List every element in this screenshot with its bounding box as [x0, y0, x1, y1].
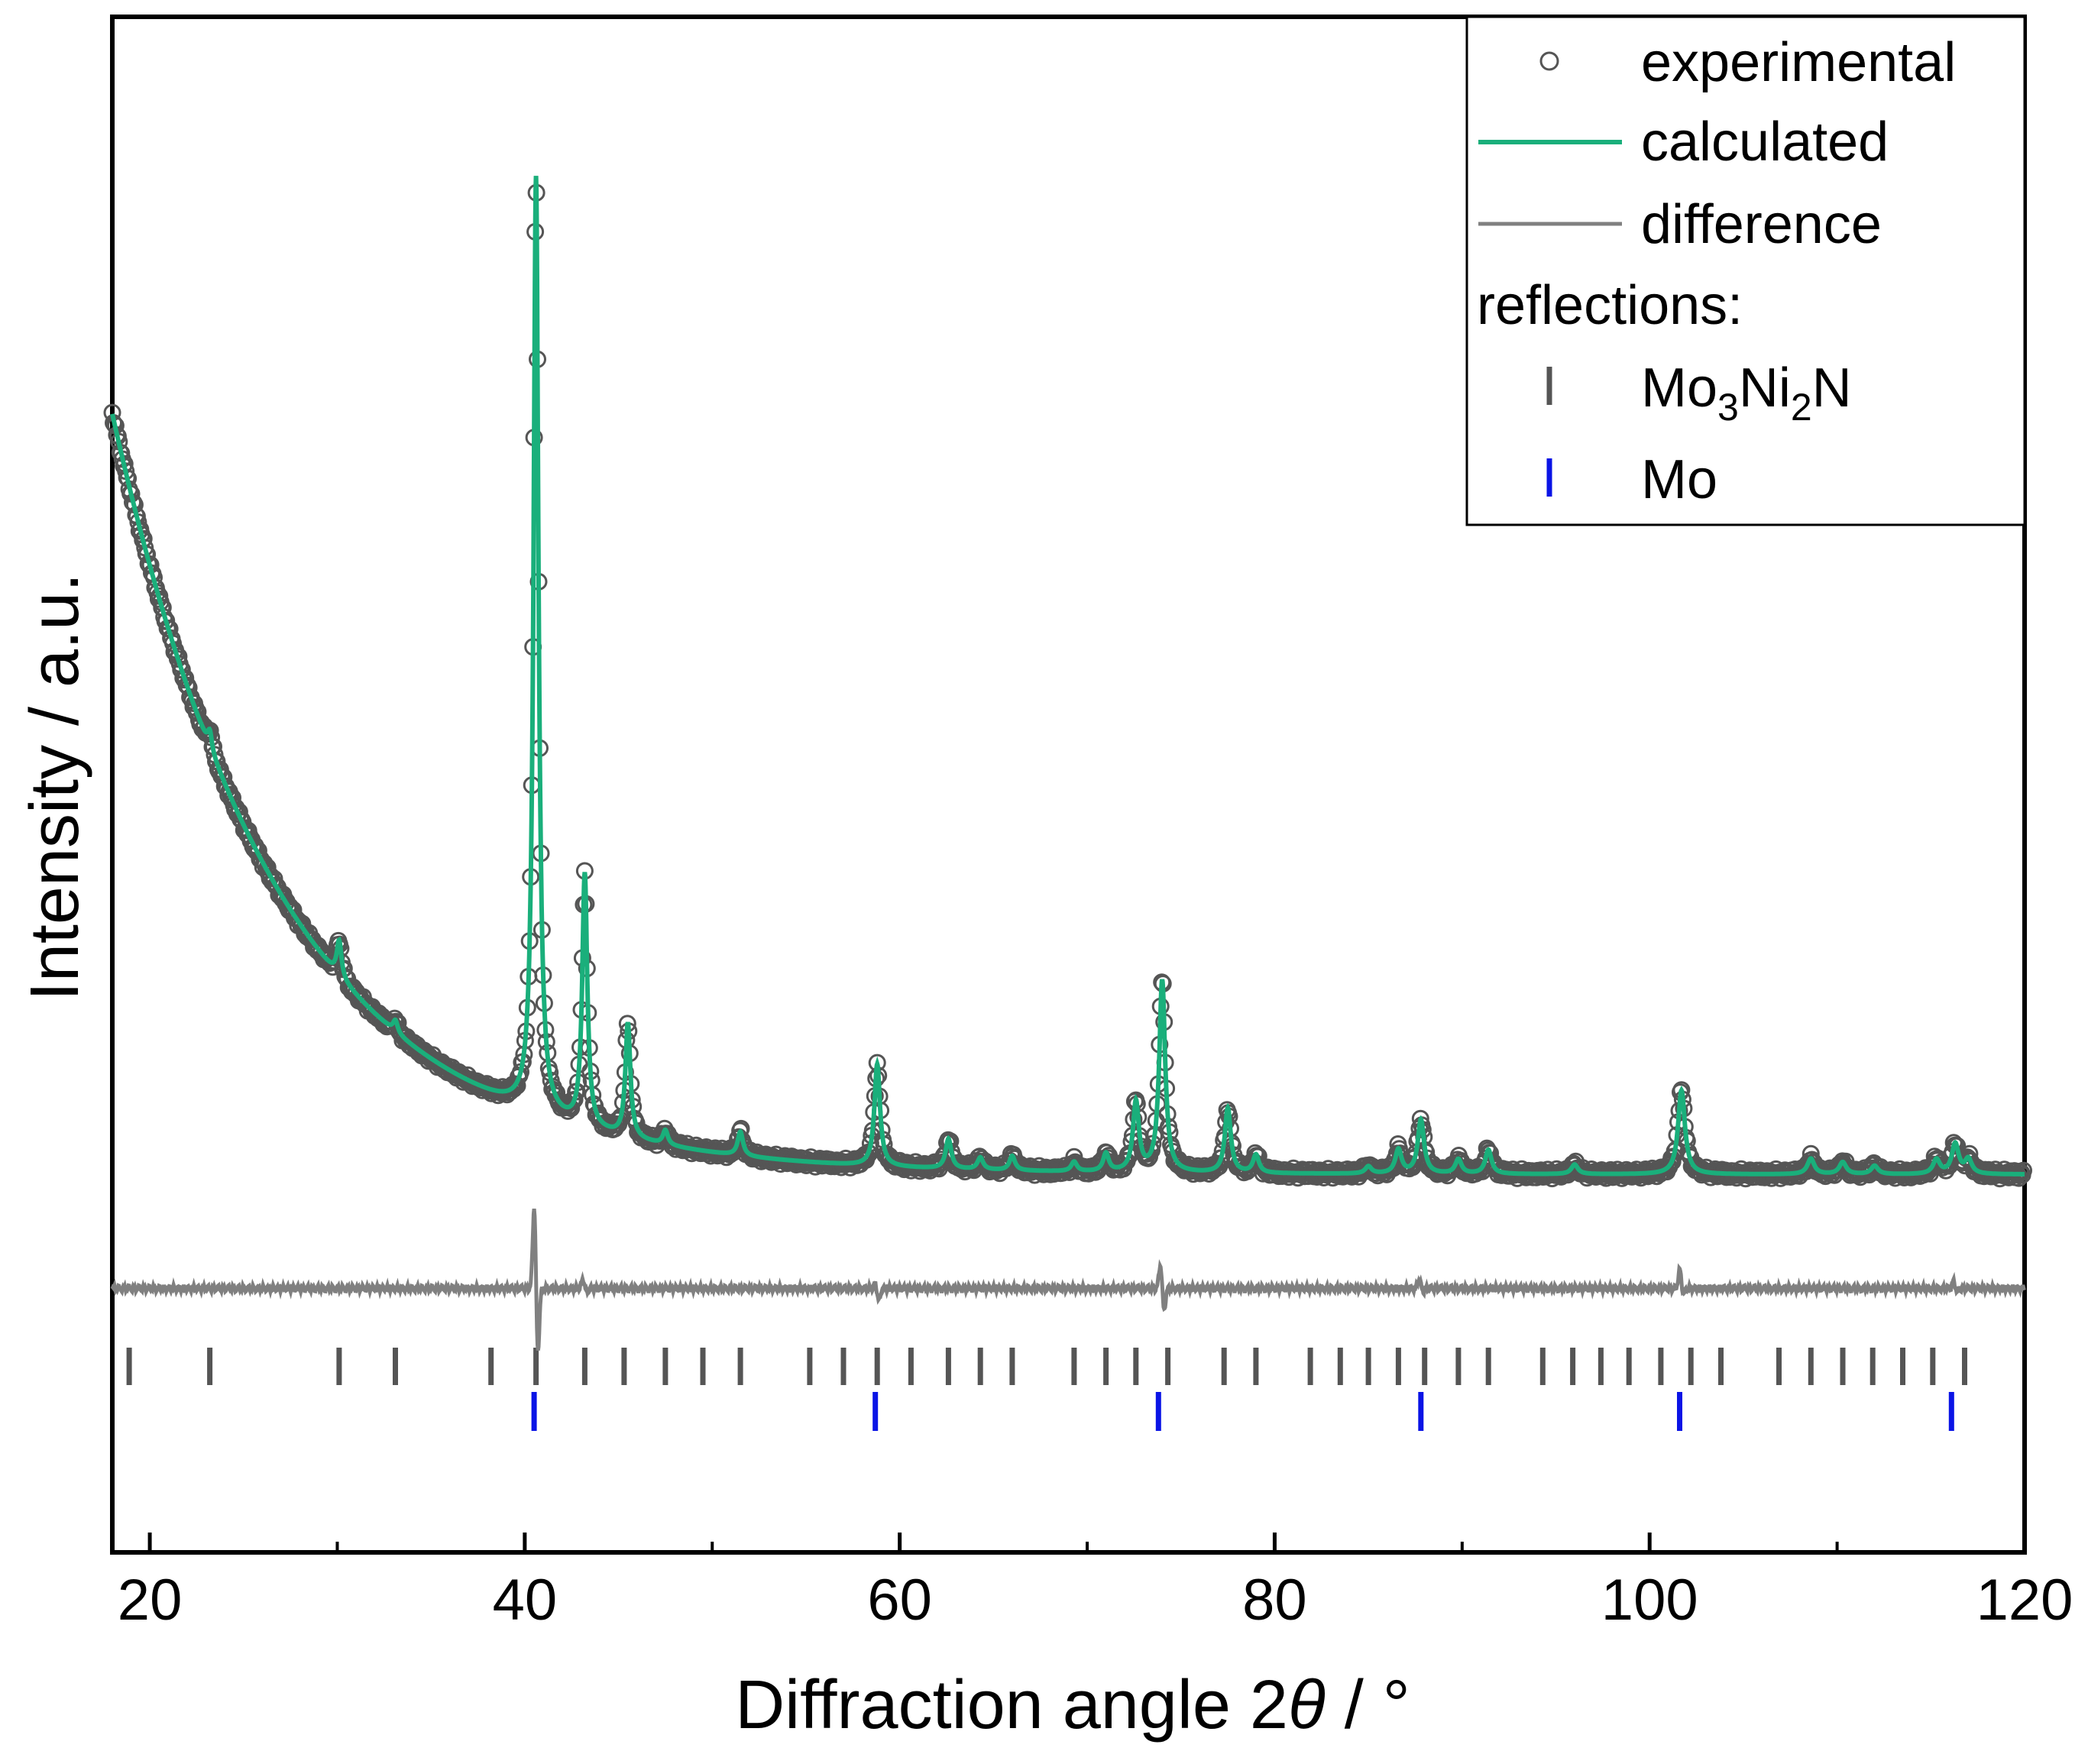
plot-frame	[110, 15, 2027, 1555]
legend-box	[1465, 15, 2026, 526]
reflections-mo-ticks	[531, 1392, 1954, 1431]
x-tick-label: 60	[867, 1568, 932, 1633]
x-axis-tick-labels: 20 40 60 80 100 120	[118, 1568, 2073, 1633]
legend-experimental-marker	[1539, 51, 1559, 71]
x-tick-label: 80	[1242, 1568, 1307, 1633]
calculated-curve	[110, 176, 2025, 1177]
difference-curve	[110, 1208, 2026, 1351]
experimental-points	[103, 183, 2032, 1188]
legend-experimental-label: experimental	[1641, 32, 1956, 93]
legend-difference-label: difference	[1641, 194, 1882, 255]
legend-reflections-header: reflections:	[1477, 275, 1743, 336]
legend-calculated-label: calculated	[1641, 112, 1889, 173]
legend-mo-label: Mo	[1641, 449, 1717, 510]
x-axis-label: Diffraction angle 2θ / °	[735, 1667, 1410, 1743]
legend-mo3ni2n-label: Mo3Ni2N	[1641, 358, 1852, 429]
x-tick-label: 120	[1976, 1568, 2073, 1633]
x-tick-label: 40	[493, 1568, 558, 1633]
y-axis-label: Intensity / a.u.	[17, 573, 93, 1001]
x-axis-ticks	[147, 1533, 2027, 1552]
experimental-point	[2015, 1161, 2032, 1180]
reflections-mo3ni2n-ticks	[126, 1348, 1967, 1385]
legend: experimental calculated difference refle…	[1465, 15, 2026, 526]
x-tick-label: 20	[118, 1568, 183, 1633]
x-tick-label: 100	[1601, 1568, 1698, 1633]
